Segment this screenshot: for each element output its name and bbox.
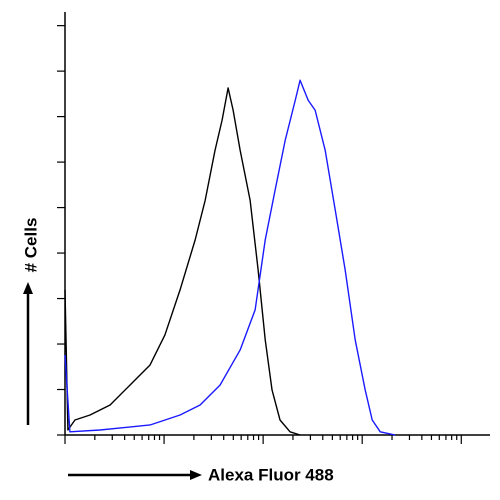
x-axis-label: Alexa Fluor 488 [208, 465, 334, 484]
y-arrow-head [23, 282, 33, 294]
x-arrow-head [190, 470, 202, 480]
y-axis-label: # Cells [21, 218, 40, 273]
histogram-line [64, 87, 301, 436]
histogram-line [64, 79, 396, 436]
